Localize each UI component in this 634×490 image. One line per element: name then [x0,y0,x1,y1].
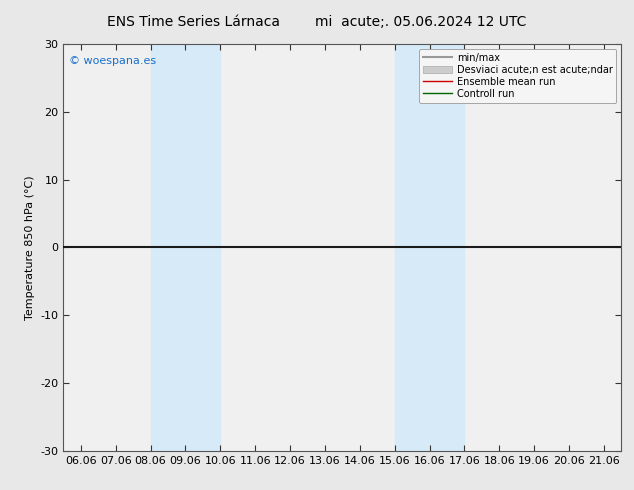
Text: ENS Time Series Lárnaca        mi  acute;. 05.06.2024 12 UTC: ENS Time Series Lárnaca mi acute;. 05.06… [107,15,527,29]
Legend: min/max, Desviaci acute;n est acute;ndar, Ensemble mean run, Controll run: min/max, Desviaci acute;n est acute;ndar… [419,49,616,102]
Text: © woespana.es: © woespana.es [69,56,156,66]
Bar [150,44,221,451]
Y-axis label: Temperature 850 hPa (°C): Temperature 850 hPa (°C) [25,175,35,320]
Bar [394,44,464,451]
